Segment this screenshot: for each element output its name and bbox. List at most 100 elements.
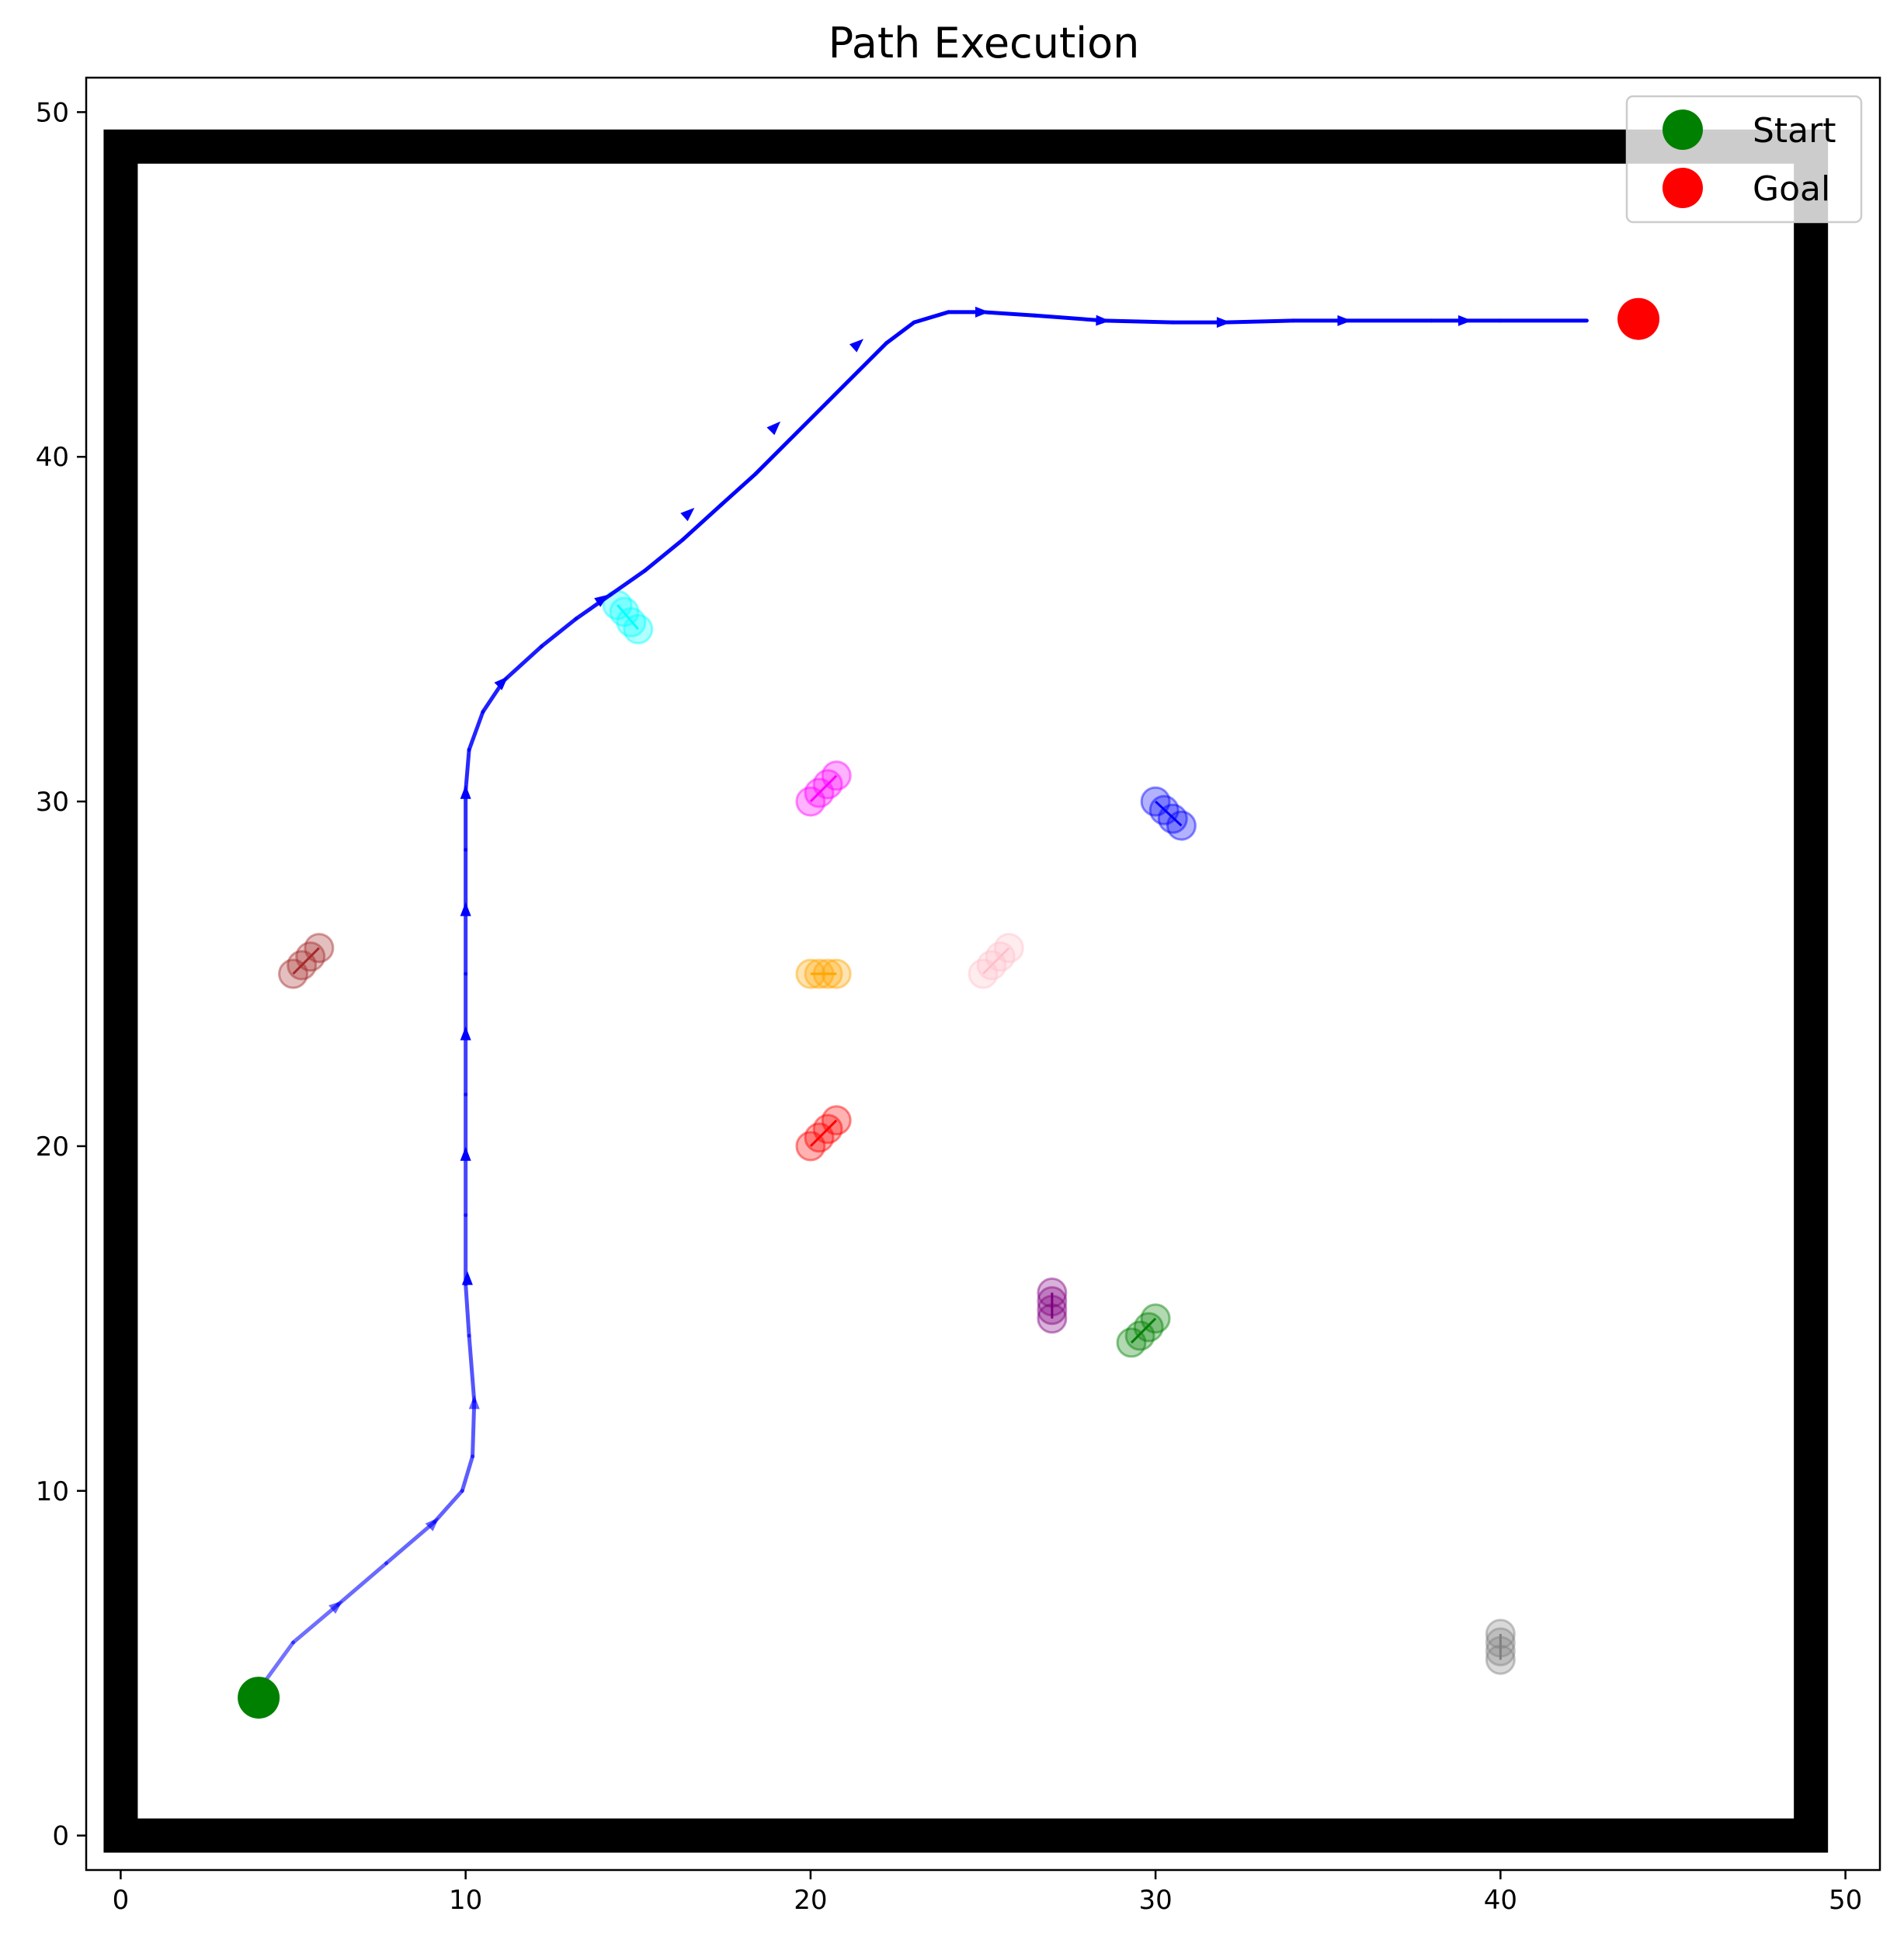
path-segment	[464, 748, 471, 794]
path-arrow	[594, 594, 609, 607]
path-segment	[467, 710, 485, 752]
boundary-walls	[103, 129, 1829, 1853]
x-tick-label: 50	[1829, 1885, 1862, 1916]
path-segment	[718, 471, 758, 507]
y-tick-label: 50	[36, 97, 69, 128]
axes: 0 10 20 30 40 50 0 10 20 30 40 50	[36, 76, 1881, 1916]
path-arrow	[328, 1601, 343, 1615]
path-arrow	[468, 1395, 480, 1409]
obstacle-trajectory	[809, 1119, 838, 1147]
x-tick-label: 20	[794, 1885, 827, 1916]
start-marker	[238, 1677, 280, 1719]
arrow-head	[460, 1146, 471, 1161]
arrow-head	[766, 421, 781, 436]
path-segment	[681, 502, 723, 542]
obstacle-trajectory	[616, 604, 639, 631]
path-segment	[467, 1333, 477, 1403]
path-segment	[856, 341, 889, 373]
arrow-head	[1337, 315, 1352, 326]
y-tick-label: 0	[52, 1821, 69, 1852]
x-tick-label: 10	[449, 1885, 482, 1916]
arrow-head	[1096, 315, 1110, 326]
path-segment	[502, 644, 544, 683]
path-segment	[291, 1602, 340, 1645]
arrow-head	[425, 1517, 440, 1531]
path-arrow	[1096, 315, 1110, 326]
obstacle-6	[795, 1105, 852, 1162]
path-arrow	[1458, 315, 1472, 326]
path-arrow	[849, 339, 864, 353]
legend-marker-start	[1663, 109, 1703, 150]
arrow-head	[460, 784, 471, 799]
path-segment	[608, 568, 648, 597]
arrow-head	[494, 676, 509, 690]
path-segment	[263, 1640, 296, 1683]
obstacle-0	[602, 589, 654, 645]
path-line	[263, 306, 1589, 1683]
legend: Start Goal	[1625, 95, 1863, 224]
path-arrow	[460, 1146, 471, 1161]
path-arrow	[680, 507, 695, 522]
path-segment	[1222, 318, 1296, 325]
obstacle-point	[1124, 1320, 1155, 1351]
arrow-head	[680, 507, 695, 522]
path-segment	[433, 1489, 464, 1524]
path-segment	[384, 1520, 437, 1566]
arrow-head	[594, 594, 609, 607]
arrow-head	[975, 306, 989, 318]
obstacle-trajectory	[1155, 800, 1183, 827]
path-arrow	[461, 1270, 473, 1285]
y-tick-label: 10	[36, 1476, 69, 1507]
arrow-head	[460, 902, 471, 916]
path-segment	[1101, 318, 1175, 325]
path-arrow	[460, 1026, 471, 1041]
obstacle-9	[1485, 1618, 1516, 1675]
obstacle-8	[1116, 1303, 1171, 1358]
chart-title: Path Execution	[829, 19, 1140, 68]
path-segment	[471, 1399, 477, 1458]
path-segment	[825, 368, 861, 404]
path-segment	[753, 437, 792, 476]
path-segment	[539, 617, 578, 648]
obstacle-2	[1140, 786, 1197, 841]
path-segment	[460, 1454, 475, 1493]
obstacle-trajectory	[982, 947, 1010, 975]
y-tick-label: 30	[36, 787, 69, 818]
path-arrow	[425, 1517, 440, 1531]
plot-content	[103, 129, 1829, 1853]
path-arrow	[460, 784, 471, 799]
x-tick-label: 40	[1484, 1885, 1517, 1916]
arrow-head	[1216, 317, 1231, 328]
obstacle-7	[1037, 1277, 1068, 1334]
arrow-head	[461, 1270, 473, 1285]
path-segment	[884, 320, 916, 346]
y-tick-label: 40	[36, 442, 69, 473]
obstacle-5	[968, 933, 1024, 989]
arrow-head	[328, 1601, 343, 1615]
path-arrow	[766, 421, 781, 436]
x-tick-label: 0	[113, 1885, 130, 1916]
path-arrow	[460, 902, 471, 916]
obstacle-trajectory	[292, 947, 320, 975]
path-segment	[1033, 313, 1106, 323]
path-segment	[643, 537, 686, 573]
plot-area	[103, 129, 1829, 1853]
obstacle-trajectory	[1130, 1317, 1157, 1343]
x-tick-label: 30	[1138, 1885, 1172, 1916]
arrow-head	[460, 1026, 471, 1041]
obstacle-3	[278, 933, 335, 989]
path-segment	[912, 310, 951, 325]
legend-marker-goal	[1663, 168, 1703, 208]
legend-label-goal: Goal	[1753, 169, 1830, 209]
path-segment	[335, 1561, 388, 1607]
legend-label-start: Start	[1753, 111, 1836, 151]
path-segment	[787, 399, 830, 442]
y-tick-label: 20	[36, 1131, 69, 1163]
obstacle-4	[795, 958, 852, 989]
obstacle-point	[1133, 1312, 1164, 1343]
path-arrow	[1216, 317, 1231, 328]
path-arrow	[494, 676, 509, 690]
arrow-head	[1458, 315, 1472, 326]
